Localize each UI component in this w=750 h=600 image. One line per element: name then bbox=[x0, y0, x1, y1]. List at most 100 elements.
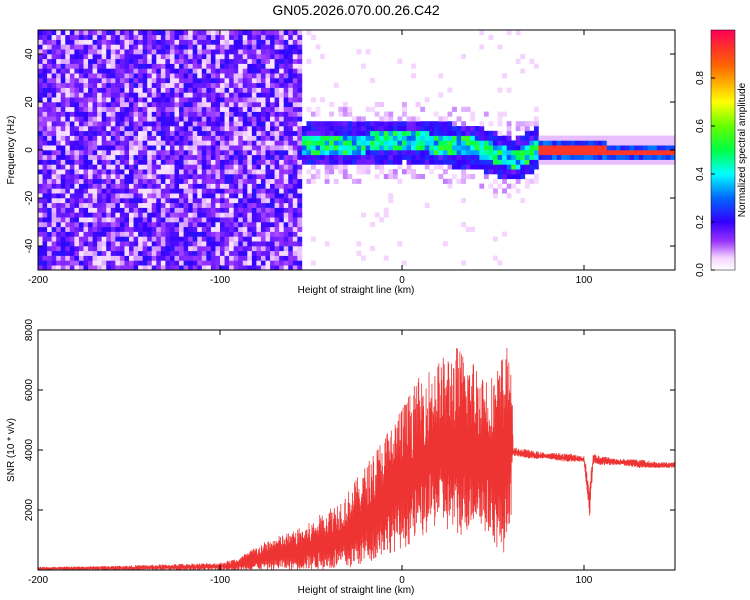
spectrogram-cell bbox=[470, 145, 476, 151]
spectrogram-cell bbox=[488, 150, 494, 156]
spectrogram-cell bbox=[69, 250, 75, 256]
spectrogram-cell bbox=[97, 255, 102, 261]
spectrogram-cell bbox=[233, 63, 239, 69]
spectrogram-cell bbox=[38, 222, 43, 228]
spectrogram-cell bbox=[479, 30, 485, 36]
spectrogram-cell bbox=[129, 106, 134, 112]
spectrogram-cell bbox=[188, 106, 193, 112]
spectrogram-cell bbox=[142, 54, 148, 60]
spectrogram-cell bbox=[65, 198, 71, 204]
spectrogram-cell bbox=[652, 150, 658, 156]
spectrogram-cell bbox=[470, 135, 476, 141]
spectrogram-cell bbox=[169, 226, 175, 232]
spectrogram-cell bbox=[220, 231, 225, 237]
spectrogram-cell bbox=[47, 58, 52, 64]
spectrogram-cell bbox=[324, 121, 330, 127]
spectrogram-cell bbox=[133, 140, 139, 146]
spectrogram-cell bbox=[456, 130, 462, 136]
spectrogram-cell bbox=[65, 159, 71, 165]
spectrogram-cell bbox=[229, 116, 234, 122]
spectrogram-cell bbox=[256, 44, 262, 50]
spectrogram-cell bbox=[210, 73, 216, 79]
spectrogram-cell bbox=[38, 97, 43, 103]
spectrogram-cell bbox=[283, 121, 289, 127]
spectrogram-cell bbox=[129, 217, 134, 223]
spectrogram-cell bbox=[106, 246, 112, 252]
spectrogram-cell bbox=[165, 135, 171, 141]
spectrogram-cell bbox=[119, 78, 125, 84]
spectrogram-cell bbox=[270, 154, 275, 160]
spectrogram-cell bbox=[179, 222, 184, 228]
spectrogram-cell bbox=[270, 82, 275, 88]
spectrogram-cell bbox=[397, 241, 403, 247]
spectrogram-cell bbox=[210, 217, 216, 223]
spectrogram-cell bbox=[488, 34, 494, 40]
spectrogram-cell bbox=[402, 106, 407, 112]
spectrogram-cell bbox=[233, 54, 239, 60]
spectrogram-cell bbox=[452, 145, 457, 151]
spectrogram-cell bbox=[238, 63, 244, 69]
spectrogram-cell bbox=[220, 78, 225, 84]
spectrogram-cell bbox=[279, 30, 284, 36]
spectrogram-cell bbox=[456, 135, 462, 141]
spectrogram-cell bbox=[311, 260, 316, 266]
spectrogram-cell bbox=[129, 73, 134, 79]
spectrogram-cell bbox=[38, 226, 43, 232]
spectrogram-cell bbox=[42, 222, 48, 228]
spectrogram-cell bbox=[274, 54, 280, 60]
spectrogram-cell bbox=[138, 178, 143, 184]
spectrogram-cell bbox=[251, 231, 257, 237]
spectrogram-cell bbox=[169, 126, 175, 132]
spectrogram-cell bbox=[119, 222, 125, 228]
spectrogram-cell bbox=[124, 217, 130, 223]
spectrogram-cell bbox=[260, 106, 266, 112]
spectrogram-cell bbox=[101, 121, 107, 127]
spectrogram-cell bbox=[333, 164, 339, 170]
spectrogram-cell bbox=[288, 202, 294, 208]
spectrogram-cell bbox=[215, 226, 221, 232]
spectrogram-cell bbox=[60, 207, 66, 213]
spectrogram-cell bbox=[292, 130, 298, 136]
spectrogram-cell bbox=[242, 255, 248, 261]
spectrogram-cell bbox=[210, 178, 216, 184]
spectrogram-cell bbox=[192, 126, 198, 132]
spectrogram-cell bbox=[42, 97, 48, 103]
spectrogram-cell bbox=[124, 174, 130, 180]
spectrogram-cell bbox=[270, 174, 275, 180]
spectrogram-cell bbox=[65, 87, 71, 93]
spectrogram-cell bbox=[124, 154, 130, 160]
spectrogram-cell bbox=[169, 246, 175, 252]
spectrogram-cell bbox=[115, 78, 121, 84]
spectrogram-cell bbox=[379, 126, 385, 132]
spectrogram-cell bbox=[502, 111, 507, 117]
spectrogram-cell bbox=[83, 116, 89, 122]
spectrogram-cell bbox=[452, 174, 457, 180]
spectrogram-cell bbox=[265, 212, 271, 218]
spectrogram-cell bbox=[260, 217, 266, 223]
spectrogram-cell bbox=[174, 231, 180, 237]
spectrogram-cell bbox=[210, 174, 216, 180]
spectrogram-cell bbox=[411, 135, 416, 141]
spectrogram-cell bbox=[97, 130, 102, 136]
spectrogram-cell bbox=[156, 63, 162, 69]
spectrogram-cell bbox=[224, 154, 230, 160]
spectrogram-cell bbox=[210, 58, 216, 64]
spectrogram-cell bbox=[292, 169, 298, 175]
spectrogram-cell bbox=[169, 212, 175, 218]
spectrogram-cell bbox=[274, 174, 280, 180]
spectrogram-cell bbox=[370, 121, 375, 127]
spectrogram-cell bbox=[493, 159, 498, 165]
spectrogram-cell bbox=[265, 30, 271, 36]
spectrogram-cell bbox=[88, 226, 93, 232]
spectrogram-cell bbox=[238, 102, 244, 108]
spectrogram-cell bbox=[156, 54, 162, 60]
spectrogram-cell bbox=[119, 174, 125, 180]
spectrogram-cell bbox=[179, 150, 184, 156]
spectrogram-cell bbox=[206, 202, 212, 208]
spectrogram-cell bbox=[92, 241, 98, 247]
spectrogram-cell bbox=[183, 207, 189, 213]
spectrogram-cell bbox=[638, 145, 644, 151]
spectrogram-cell bbox=[197, 193, 203, 199]
spectrogram-cell bbox=[206, 140, 212, 146]
spectrogram-cell bbox=[183, 106, 189, 112]
